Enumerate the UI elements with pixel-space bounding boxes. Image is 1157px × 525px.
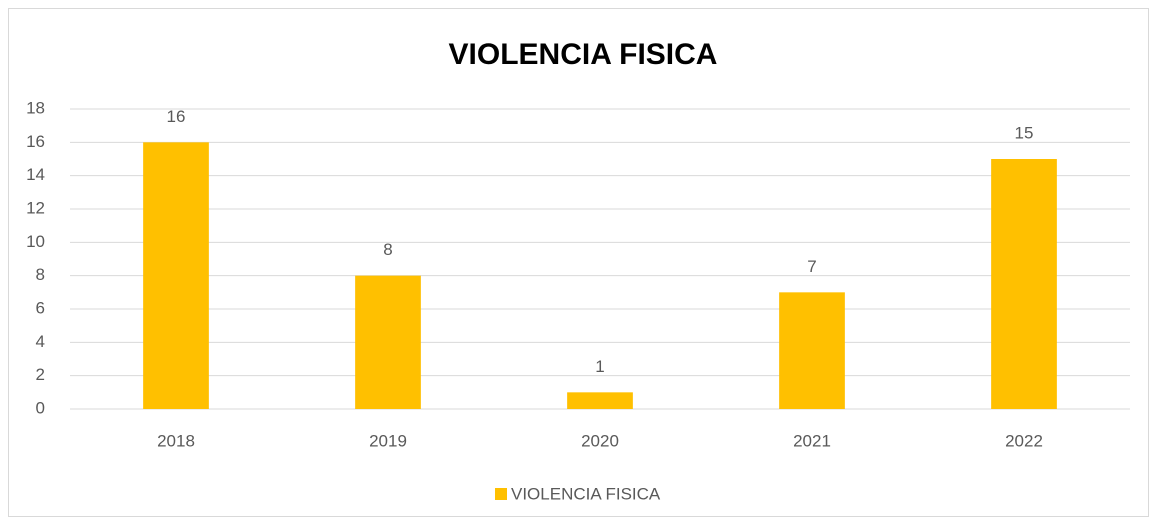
legend-swatch bbox=[495, 488, 507, 500]
bar bbox=[567, 392, 633, 409]
legend-label: VIOLENCIA FISICA bbox=[511, 484, 661, 503]
y-tick-label: 10 bbox=[26, 232, 45, 251]
data-label: 7 bbox=[807, 257, 816, 276]
y-tick-label: 12 bbox=[26, 198, 45, 217]
bar bbox=[991, 159, 1057, 409]
data-label: 16 bbox=[167, 107, 186, 126]
bar bbox=[143, 142, 209, 410]
y-tick-label: 18 bbox=[26, 98, 45, 117]
x-tick-label: 2021 bbox=[793, 431, 831, 450]
y-tick-label: 4 bbox=[36, 332, 45, 351]
y-tick-label: 6 bbox=[36, 298, 45, 317]
x-tick-label: 2022 bbox=[1005, 431, 1043, 450]
bar bbox=[355, 275, 421, 409]
chart-title: VIOLENCIA FISICA bbox=[449, 38, 718, 71]
y-tick-label: 16 bbox=[26, 132, 45, 151]
y-tick-label: 2 bbox=[36, 365, 45, 384]
x-tick-label: 2018 bbox=[157, 431, 195, 450]
y-tick-label: 14 bbox=[26, 165, 45, 184]
y-tick-label: 0 bbox=[36, 398, 45, 417]
data-label: 8 bbox=[383, 240, 392, 259]
bar bbox=[779, 292, 845, 409]
x-tick-label: 2020 bbox=[581, 431, 619, 450]
y-tick-label: 8 bbox=[36, 265, 45, 284]
x-tick-label: 2019 bbox=[369, 431, 407, 450]
data-label: 1 bbox=[595, 357, 604, 376]
data-label: 15 bbox=[1015, 123, 1034, 142]
